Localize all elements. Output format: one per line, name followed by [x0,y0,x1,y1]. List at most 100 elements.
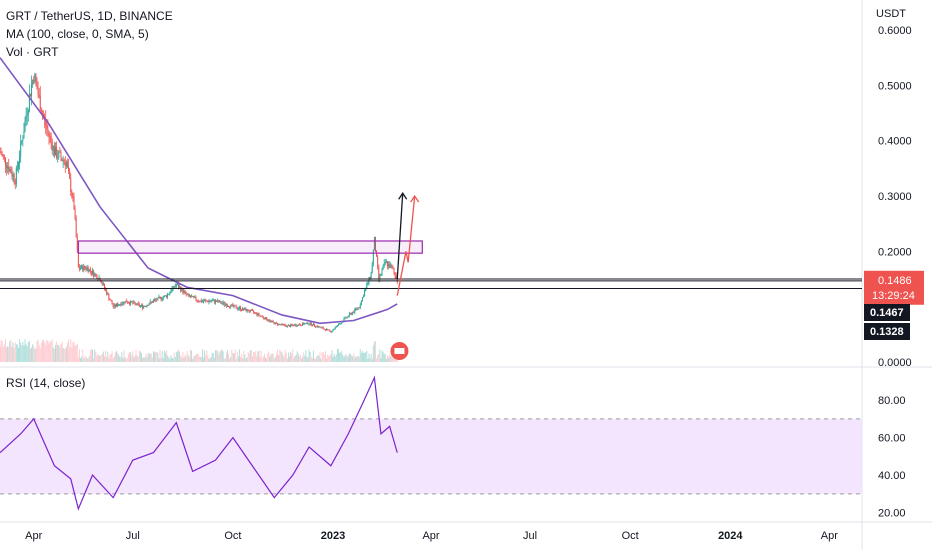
volume-bar [6,347,8,362]
candle-body [223,302,225,305]
candle-body [16,167,18,169]
volume-bar [61,341,63,362]
volume-bar [159,349,161,362]
volume-bar [102,351,104,362]
volume-bar [12,342,14,362]
candle-body [245,308,247,312]
candle-body [63,160,65,162]
candle-body [391,265,393,267]
volume-bar [236,352,238,362]
candle-body [145,306,147,308]
volume-bar [189,349,191,362]
candle-body [341,321,343,324]
volume-legend[interactable]: Vol · GRT [6,45,59,59]
volume-bar [328,355,330,362]
candle-body [137,303,139,305]
candle-body [139,305,141,307]
volume-bar [360,352,362,362]
candle-body [85,268,87,270]
candle-body [389,264,391,268]
candle-body [110,300,112,302]
volume-bar [131,355,133,362]
candle-body [78,267,80,269]
volume-bar [96,355,98,362]
candle-body [144,306,146,308]
volume-bar [29,348,31,362]
candle-body [386,261,388,267]
volume-bar [308,349,310,362]
time-axis-tick: Jul [523,530,537,542]
rsi-legend[interactable]: RSI (14, close) [6,376,86,390]
candle-body [168,293,170,295]
candle-body [62,160,64,162]
volume-bar [4,339,6,362]
volume-bar [240,356,242,362]
candle-body [286,325,288,327]
candle-body [306,322,308,324]
volume-bar [15,344,17,362]
candle-body [383,262,385,266]
candle-body [240,307,242,311]
candle-body [252,310,254,312]
candle-body [317,325,319,328]
volume-bar [396,358,398,362]
volume-bar [35,347,37,362]
candle-body [49,135,51,137]
candle-body [117,304,119,306]
candle-body [48,131,50,136]
candle-body [234,305,236,307]
volume-bar [28,340,30,362]
volume-bar [76,343,78,362]
candle-body [155,299,157,301]
candle-body [299,324,301,326]
volume-bar [86,358,88,362]
volume-bar [274,356,276,362]
candle-body [216,300,218,302]
candle-body [57,157,59,159]
volume-bar [373,341,375,362]
candle-body [233,305,235,307]
time-axis-tick: Jul [126,530,140,542]
volume-bar [59,347,61,362]
candle-body [114,304,116,307]
candle-body [280,324,282,326]
candle-body [130,301,132,304]
candle-body [100,281,102,284]
volume-bar [164,352,166,362]
volume-bar [155,351,157,362]
volume-bar [210,357,212,362]
volume-bar [16,344,18,362]
volume-bar [340,352,342,362]
volume-bar [290,351,292,362]
candle-body [278,323,280,325]
candle-body [244,308,246,310]
candle-body [360,300,362,305]
volume-bar [39,348,41,362]
candle-body [154,299,156,301]
volume-bar [245,358,247,362]
volume-bar [223,358,225,362]
volume-bar [334,356,336,362]
volume-bar [257,351,259,362]
volume-bar [124,357,126,362]
candle-body [69,171,71,179]
symbol-legend[interactable]: GRT / TetherUS, 1D, BINANCE [6,9,173,23]
volume-bar [302,356,304,362]
candle-body [149,301,151,304]
candle-body [143,306,145,309]
volume-bar [297,353,299,362]
ma-legend[interactable]: MA (100, close, 0, SMA, 5) [6,27,149,41]
candle-body [357,307,359,309]
candle-body [180,287,182,292]
volume-bar [7,346,9,362]
volume-bar [143,357,145,362]
candle-body [56,146,58,158]
candle-body [361,297,363,301]
candle-body [300,325,302,327]
volume-bar [368,353,370,362]
us-flag-icon-stripes [394,348,405,354]
candle-body [188,294,190,297]
candle-body [203,301,205,303]
volume-bar [311,357,313,362]
